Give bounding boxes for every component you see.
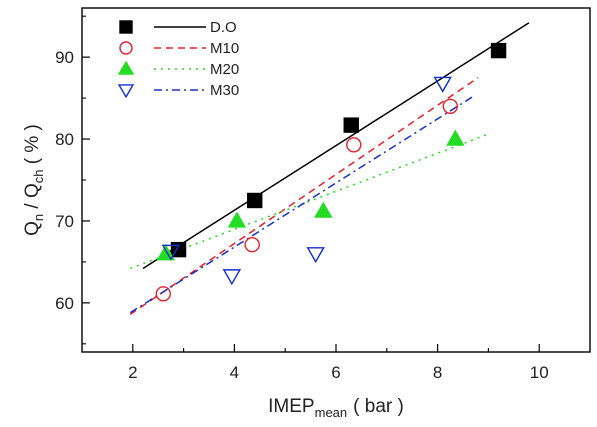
fit-line-m30 <box>129 95 474 314</box>
y-axis-label-slash: / <box>22 198 43 214</box>
x-tick-label: 10 <box>530 363 549 382</box>
data-point-m30 <box>222 269 242 286</box>
y-tick-label: 60 <box>55 294 74 313</box>
data-point-do <box>343 117 359 133</box>
data-point-m10 <box>155 286 171 302</box>
data-points <box>155 42 507 302</box>
y-axis-label-q: Q <box>22 221 43 236</box>
x-tick-label: 2 <box>128 363 137 382</box>
data-point-m20 <box>227 211 247 228</box>
y-axis-label-q2: Q <box>22 183 43 198</box>
y-axis-label-q2-sub: ch <box>31 170 46 184</box>
data-point-m20 <box>446 129 465 146</box>
legend-marker-m30 <box>117 84 135 99</box>
data-point-m30 <box>161 244 181 261</box>
x-axis-label: IMEPmean ( bar ) <box>268 396 404 420</box>
legend-marker-m20 <box>117 60 135 75</box>
y-tick-label: 90 <box>55 48 74 67</box>
legend: D.O M10 M20 M30 <box>117 19 239 99</box>
legend-label-m10: M10 <box>210 40 239 57</box>
x-axis-label-sub: mean <box>315 405 348 420</box>
x-tick-label: 8 <box>433 363 442 382</box>
y-tick-label: 70 <box>55 212 74 231</box>
legend-marker-do <box>119 20 133 34</box>
y-axis-label: Qn / Qch ( % ) <box>22 124 46 236</box>
y-axis-label-q-sub: n <box>31 214 46 221</box>
data-point-m30 <box>306 247 325 264</box>
axis-ticks: 2 4 6 8 10 60 70 80 90 <box>55 15 549 382</box>
y-axis-label-unit: ( % ) <box>22 124 43 169</box>
data-point-m30 <box>433 76 452 93</box>
x-axis-label-main: IMEP <box>268 396 314 417</box>
x-tick-label: 4 <box>230 363 239 382</box>
data-point-do <box>490 42 507 59</box>
fit-line-do <box>142 22 530 270</box>
data-point-m10 <box>442 98 458 114</box>
x-tick-label: 6 <box>331 363 340 382</box>
fit-line-m10 <box>129 76 479 315</box>
legend-label-m20: M20 <box>210 61 239 78</box>
data-point-m10 <box>346 137 362 153</box>
data-point-do <box>247 192 263 209</box>
data-point-m20 <box>314 201 333 218</box>
legend-label-do: D.O <box>210 19 237 36</box>
legend-marker-m10 <box>119 41 133 55</box>
data-point-m10 <box>244 237 260 253</box>
fit-lines <box>129 22 530 315</box>
plot-frame <box>81 7 591 353</box>
fit-line-m20 <box>129 133 489 270</box>
x-axis-label-unit: ( bar ) <box>353 396 404 417</box>
y-tick-label: 80 <box>55 130 74 149</box>
legend-label-m30: M30 <box>210 82 239 99</box>
